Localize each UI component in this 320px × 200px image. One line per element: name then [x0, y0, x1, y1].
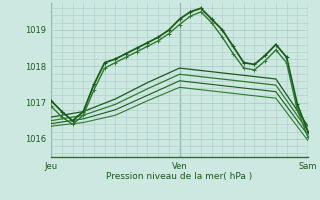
X-axis label: Pression niveau de la mer( hPa ): Pression niveau de la mer( hPa ): [107, 172, 253, 181]
